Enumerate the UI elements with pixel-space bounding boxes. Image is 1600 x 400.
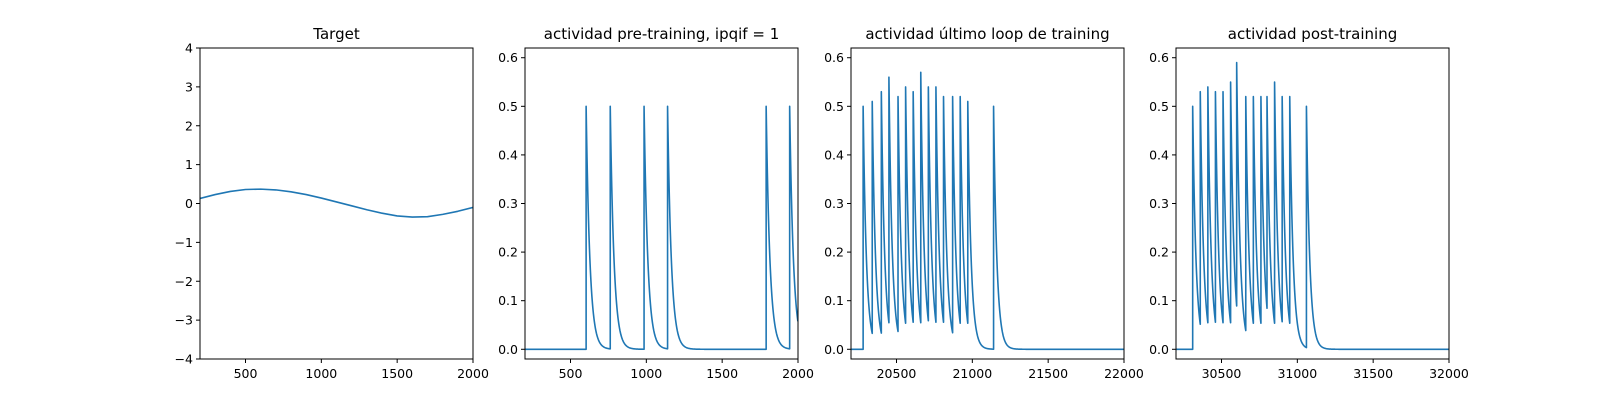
axes-frame [524, 47, 799, 360]
x-tick-label: 22000 [1104, 366, 1144, 381]
y-tick-label: 0.0 [1149, 342, 1169, 357]
chart-title: actividad post-training [1228, 25, 1397, 43]
x-tick-label: 1500 [381, 366, 413, 381]
y-tick-label: 3 [185, 79, 193, 94]
y-tick-label: 0.4 [824, 147, 844, 162]
chart-panel-1: 500 1000 1500 2000 −4 −3 −2 −1 0 1 2 3 4 Target [175, 25, 489, 381]
y-tick-label: 2 [185, 118, 193, 133]
y-tick-label: 0.3 [1149, 196, 1169, 211]
x-tick-label: 31500 [1353, 366, 1393, 381]
y-tick-label: −4 [175, 352, 193, 367]
x-tick-label: 1500 [706, 366, 738, 381]
y-tick-label: 4 [185, 41, 193, 56]
chart-panel-2: 500 1000 1500 2000 0.0 0.1 0.2 0.3 0.4 0.5 0.6 acti… [498, 25, 814, 381]
y-tick-label: 0.2 [824, 245, 844, 260]
x-tick-label: 1000 [305, 366, 337, 381]
y-tick-label: 0.1 [498, 293, 518, 308]
series-line [200, 188, 473, 218]
y-tick-label: 0.6 [824, 50, 844, 65]
y-tick-label: 1 [185, 157, 193, 172]
chart-panel-4: 30500 31000 31500 32000 0.0 0.1 0.2 0.3 0.4 0.5 0.… [1149, 25, 1469, 381]
y-tick-label: 0.0 [824, 342, 844, 357]
y-tick-label: 0.2 [498, 245, 518, 260]
y-tick-label: 0 [185, 196, 193, 211]
x-tick-label: 21000 [952, 366, 992, 381]
x-tick-label: 2000 [782, 366, 814, 381]
x-tick-label: 1000 [630, 366, 662, 381]
x-tick-label: 31000 [1277, 366, 1317, 381]
chart-panel-3: 20500 21000 21500 22000 0.0 0.1 0.2 0.3 0.4 0.5 0.… [824, 25, 1144, 381]
chart-title: Target [312, 25, 360, 43]
y-tick-label: 0.4 [498, 147, 518, 162]
x-tick-label: 500 [559, 366, 583, 381]
x-tick-label: 32000 [1429, 366, 1469, 381]
y-tick-label: 0.3 [824, 196, 844, 211]
y-tick-label: 0.6 [1149, 50, 1169, 65]
y-tick-label: −1 [175, 235, 193, 250]
y-tick-label: 0.3 [498, 196, 518, 211]
y-tick-label: 0.5 [824, 99, 844, 114]
y-tick-label: 0.0 [498, 342, 518, 357]
y-tick-label: 0.2 [1149, 245, 1169, 260]
y-tick-label: 0.6 [498, 50, 518, 65]
y-tick-label: −3 [175, 313, 193, 328]
series-line [851, 71, 1124, 351]
y-tick-label: 0.1 [824, 293, 844, 308]
x-tick-label: 2000 [457, 366, 489, 381]
axes-frame [199, 47, 474, 360]
x-tick-label: 20500 [877, 366, 917, 381]
x-tick-label: 21500 [1028, 366, 1068, 381]
x-tick-label: 30500 [1202, 366, 1242, 381]
y-tick-label: 0.4 [1149, 147, 1169, 162]
y-tick-label: 0.5 [1149, 99, 1169, 114]
chart-title: actividad último loop de training [865, 25, 1109, 43]
series-line [1176, 61, 1449, 351]
y-tick-label: 0.1 [1149, 293, 1169, 308]
x-tick-label: 500 [234, 366, 258, 381]
series-line [525, 105, 798, 351]
y-tick-label: 0.5 [498, 99, 518, 114]
y-tick-label: −2 [175, 274, 193, 289]
axes-frame [850, 47, 1125, 360]
chart-title: actividad pre-training, ipqif = 1 [544, 25, 780, 43]
